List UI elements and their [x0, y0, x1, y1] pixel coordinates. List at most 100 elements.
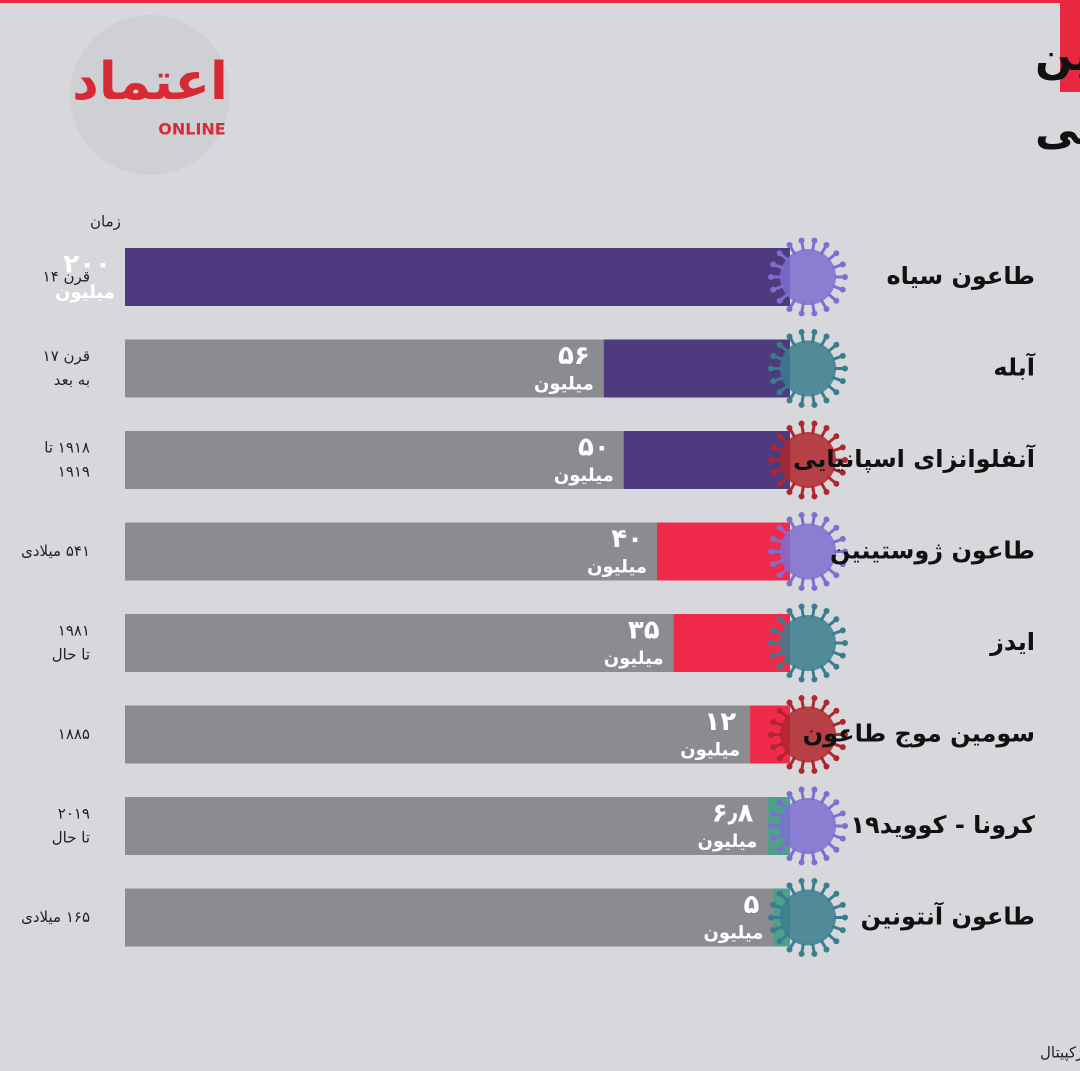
virus-spike-tip — [811, 420, 818, 427]
virus-spike-tip — [786, 241, 793, 248]
virus-spike-tip — [823, 607, 830, 614]
virus-spike-tip — [823, 489, 830, 496]
virus-spike-tip — [776, 890, 783, 897]
virus-body — [780, 523, 836, 580]
virus-icon — [768, 420, 848, 500]
virus-icon — [768, 695, 848, 774]
virus-icon — [768, 512, 848, 591]
logo-subtext: ONLINE — [158, 120, 225, 139]
virus-spike-tip — [833, 480, 840, 487]
virus-spike-tip — [833, 250, 840, 257]
virus-spike-tip — [833, 799, 840, 806]
virus-spike-tip — [833, 846, 840, 853]
virus-spike-tip — [786, 516, 793, 523]
virus-spike-tip — [811, 950, 818, 957]
virus-spike-tip — [811, 237, 818, 244]
virus-spike-tip — [839, 261, 846, 268]
unit-label: میلیون — [680, 740, 740, 761]
virus-spike-tip — [768, 823, 774, 829]
virus-spike-tip — [823, 333, 830, 340]
virus-spike-tip — [798, 786, 805, 793]
category-label: طاعون آنتونین — [861, 902, 1035, 931]
unit-label: میلیون — [604, 648, 664, 669]
virus-spike-tip — [833, 572, 840, 579]
virus-spike-tip — [839, 927, 846, 934]
virus-spike-tip — [786, 397, 793, 404]
virus-spike-tip — [842, 823, 848, 829]
virus-spike-tip — [770, 469, 777, 476]
unit-label: میلیون — [704, 923, 764, 944]
virus-spike-tip — [770, 352, 777, 359]
logo-map — [70, 15, 230, 175]
virus-spike-tip — [833, 341, 840, 348]
virus-spike-tip — [776, 938, 783, 945]
virus-spike-tip — [823, 672, 830, 679]
title-line: همه‌گیری های جهانی — [1035, 103, 1080, 155]
virus-spike-tip — [786, 672, 793, 679]
virus-spike-tip — [768, 457, 774, 463]
virus-spike-tip — [833, 389, 840, 396]
virus-spike-tip — [839, 469, 846, 476]
virus-spike-tip — [811, 859, 818, 866]
unit-label: میلیون — [587, 557, 647, 578]
virus-spike-tip — [776, 480, 783, 487]
virus-spike-tip — [798, 512, 805, 519]
virus-spike-tip — [823, 516, 830, 523]
logo-text: اعتماد — [72, 52, 228, 112]
virus-spike-tip — [823, 424, 830, 431]
period-label: ۱۹۱۹ — [58, 463, 90, 481]
virus-spike-tip — [823, 946, 830, 953]
virus-spike-tip — [768, 914, 774, 921]
virus-icon — [768, 237, 848, 317]
virus-spike-tip — [833, 707, 840, 714]
virus-spike-tip — [833, 616, 840, 623]
period-label: تا حال — [52, 829, 90, 847]
virus-spike-tip — [798, 878, 805, 885]
bar — [603, 339, 790, 398]
virus-body — [780, 340, 836, 397]
virus-spike-tip — [786, 699, 793, 706]
category-label: ایدز — [989, 628, 1035, 656]
category-label: سومین موج طاعون — [803, 720, 1035, 748]
category-label: آنفلوانزای اسپانیایی — [793, 444, 1036, 473]
virus-spike-tip — [839, 561, 846, 568]
virus-spike-tip — [776, 524, 783, 531]
virus-spike-tip — [770, 378, 777, 385]
virus-spike-tip — [798, 310, 805, 317]
period-label: ۵۴۱ میلادی — [21, 542, 90, 560]
virus-spike-tip — [839, 810, 846, 817]
virus-spike-tip — [839, 286, 846, 293]
bar — [623, 431, 790, 489]
virus-spike-tip — [811, 603, 818, 610]
unit-label: میلیون — [554, 465, 614, 486]
virus-spike-tip — [839, 378, 846, 385]
virus-spike-tip — [798, 584, 805, 591]
period-label: ۱۸۸۵ — [58, 725, 90, 743]
virus-spike-tip — [811, 767, 818, 774]
virus-spike-tip — [823, 397, 830, 404]
virus-spike-tip — [839, 444, 846, 451]
virus-spike-tip — [833, 890, 840, 897]
virus-spike-tip — [842, 365, 848, 372]
value-label: ۶٫۸ — [712, 799, 754, 829]
virus-spike-tip — [823, 882, 830, 889]
title-line: مرگبارترین — [1035, 29, 1080, 81]
virus-spike-tip — [798, 493, 805, 500]
virus-spike-tip — [786, 424, 793, 431]
virus-icon — [768, 786, 848, 866]
virus-spike-tip — [768, 548, 774, 555]
virus-spike-tip — [798, 950, 805, 957]
period-label: قرن ۱۴ — [43, 268, 90, 286]
virus-spike-tip — [786, 946, 793, 953]
virus-spike-tip — [786, 763, 793, 770]
virus-spike-tip — [776, 846, 783, 853]
category-label: کرونا - کووید۱۹ — [850, 811, 1035, 839]
period-label: ۱۹۸۱ — [58, 622, 90, 640]
virus-spike-tip — [833, 433, 840, 440]
virus-spike-tip — [776, 572, 783, 579]
virus-spike-tip — [770, 535, 777, 542]
virus-spike-tip — [842, 274, 848, 280]
virus-spike-tip — [839, 744, 846, 751]
virus-body — [780, 615, 836, 671]
